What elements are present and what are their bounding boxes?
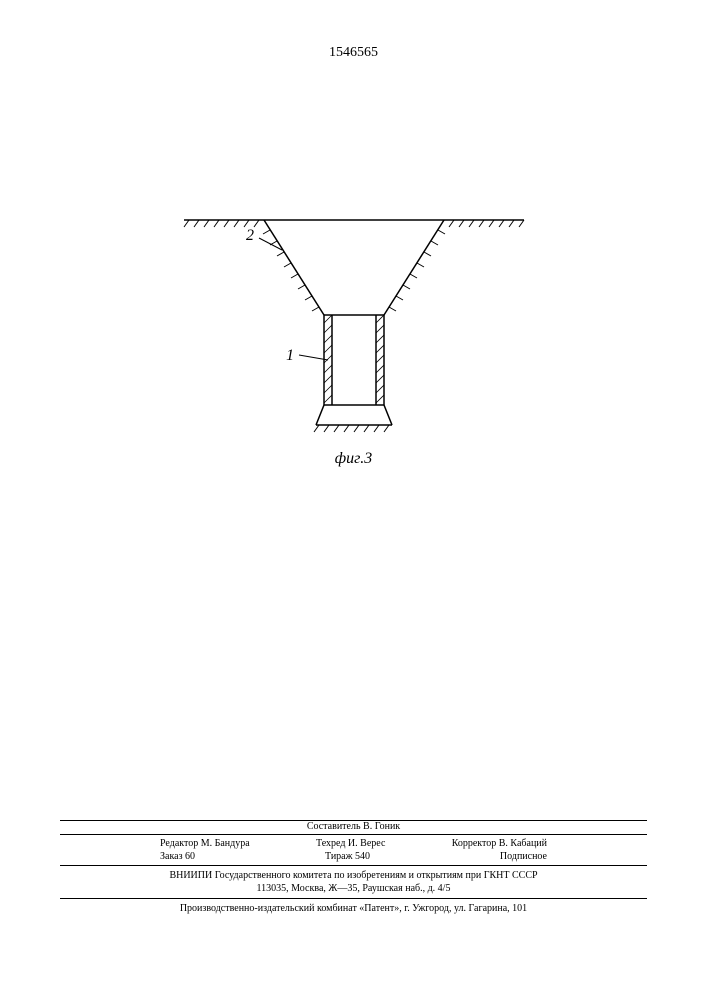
page-number: 1546565 [329, 45, 378, 61]
footer-subscription: Подписное [500, 851, 547, 862]
footer-org: ВНИИПИ Государственного комитета по изоб… [0, 866, 707, 915]
footer-block: Составитель В. Гоник Редактор М. Бандура… [0, 820, 707, 915]
footer-compiler: Составитель В. Гоник [0, 821, 707, 834]
footer-corrector: Корректор В. Кабаций [452, 838, 547, 849]
footer-circulation: Тираж 540 [325, 851, 370, 862]
footer-order: Заказ 60 [160, 851, 195, 862]
footer-editor: Редактор М. Бандура [160, 838, 250, 849]
figure-caption: фиг.3 [335, 450, 372, 468]
figure-label-2: 2 [246, 227, 254, 244]
footer-tech: Техред И. Верес [316, 838, 385, 849]
figure-label-1: 1 [286, 347, 294, 364]
figure-diagram: 2 1 [164, 180, 544, 450]
